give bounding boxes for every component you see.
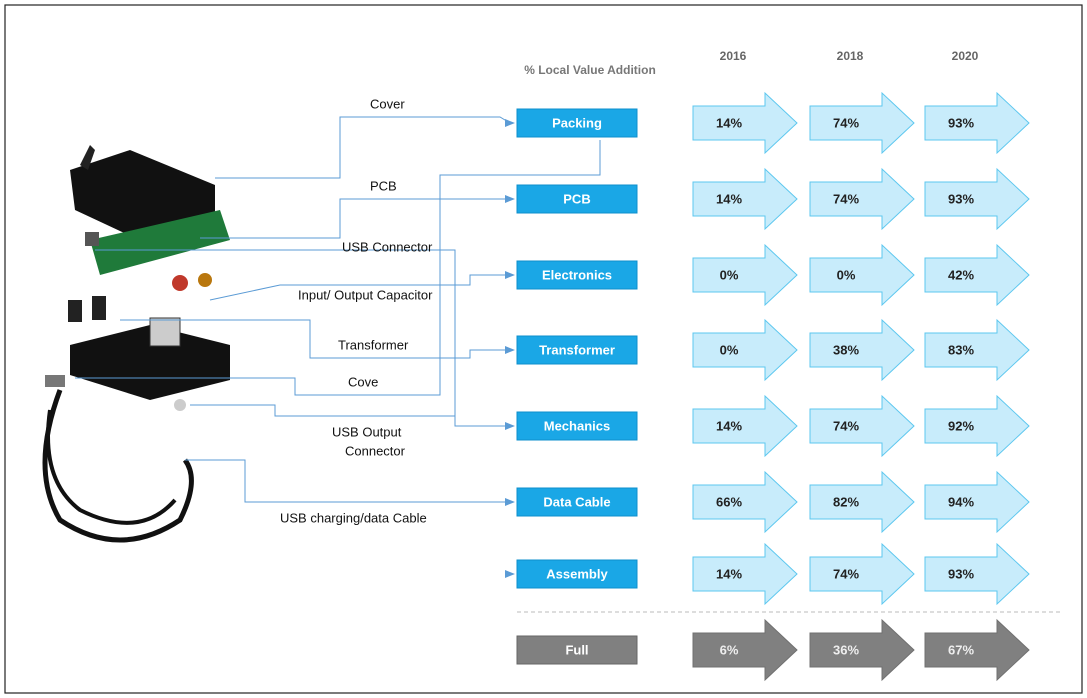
value-label: 93% (948, 115, 974, 130)
value-arrow (924, 542, 1030, 606)
value-arrow (692, 318, 798, 382)
stage-box (516, 635, 638, 665)
value-arrow (809, 470, 915, 534)
stage-label: Electronics (542, 267, 612, 282)
value-label: 0% (720, 342, 739, 357)
value-label: 38% (833, 342, 859, 357)
component-label: USB charging/data Cable (280, 510, 427, 525)
value-arrow (924, 243, 1030, 307)
header: % Local Value Addition (524, 63, 656, 77)
value-arrow (809, 318, 915, 382)
value-label: 14% (716, 191, 742, 206)
stage-label: Full (565, 642, 588, 657)
value-label: 93% (948, 566, 974, 581)
stage-label: Data Cable (543, 494, 610, 509)
value-label: 14% (716, 115, 742, 130)
value-arrow (924, 318, 1030, 382)
pointer (505, 570, 515, 578)
stage-box (516, 184, 638, 214)
value-arrow (809, 542, 915, 606)
component-label: Cover (370, 96, 405, 111)
component-label: USB Connector (342, 239, 433, 254)
pointer (505, 346, 515, 354)
value-arrow (809, 394, 915, 458)
value-label: 74% (833, 566, 859, 581)
component-label: Transformer (338, 337, 409, 352)
pointer (505, 271, 515, 279)
pointer (505, 422, 515, 430)
stage-box (516, 559, 638, 589)
value-arrow (692, 91, 798, 155)
value-label: 74% (833, 418, 859, 433)
value-arrow (692, 243, 798, 307)
stage-label: Packing (552, 115, 602, 130)
value-label: 74% (833, 191, 859, 206)
value-arrow (809, 167, 915, 231)
year-label: 2018 (837, 49, 864, 63)
pointer (505, 498, 515, 506)
value-arrow (809, 618, 915, 682)
value-label: 0% (720, 267, 739, 282)
stage-box (516, 411, 638, 441)
value-label: 67% (948, 642, 974, 657)
value-arrow (924, 394, 1030, 458)
stage-box (516, 108, 638, 138)
stage-box (516, 487, 638, 517)
value-arrow (809, 243, 915, 307)
value-label: 66% (716, 494, 742, 509)
component-label: USB Output (332, 424, 402, 439)
value-arrow (692, 542, 798, 606)
value-label: 92% (948, 418, 974, 433)
value-arrow (924, 167, 1030, 231)
value-label: 14% (716, 566, 742, 581)
stage-label: PCB (563, 191, 590, 206)
component-label: Connector (345, 443, 406, 458)
value-arrow (809, 91, 915, 155)
component-labels: Cover PCB USB Connector Input/ Output Ca… (280, 96, 433, 525)
component-label: Cove (348, 374, 378, 389)
product-image (42, 145, 230, 543)
year-label: 2020 (952, 49, 979, 63)
value-label: 0% (837, 267, 856, 282)
value-label: 14% (716, 418, 742, 433)
value-label: 94% (948, 494, 974, 509)
stage-box (516, 335, 638, 365)
stage-label: Transformer (539, 342, 615, 357)
value-arrow (924, 470, 1030, 534)
value-label: 93% (948, 191, 974, 206)
component-label: Input/ Output Capacitor (298, 287, 433, 302)
value-arrow (692, 618, 798, 682)
component-label: PCB (370, 178, 397, 193)
pointer (505, 195, 515, 203)
pointer (505, 119, 515, 127)
value-label: 83% (948, 342, 974, 357)
value-label: 74% (833, 115, 859, 130)
value-label: 42% (948, 267, 974, 282)
connectors (75, 116, 601, 503)
value-label: 82% (833, 494, 859, 509)
stage-label: Assembly (546, 566, 608, 581)
value-label: 36% (833, 642, 859, 657)
stage-label: Mechanics (544, 418, 610, 433)
stage-box (516, 260, 638, 290)
value-arrow (692, 394, 798, 458)
value-arrow (924, 91, 1030, 155)
value-arrow (692, 470, 798, 534)
value-label: 6% (720, 642, 739, 657)
year-label: 2016 (720, 49, 747, 63)
value-arrow (924, 618, 1030, 682)
value-arrow (692, 167, 798, 231)
